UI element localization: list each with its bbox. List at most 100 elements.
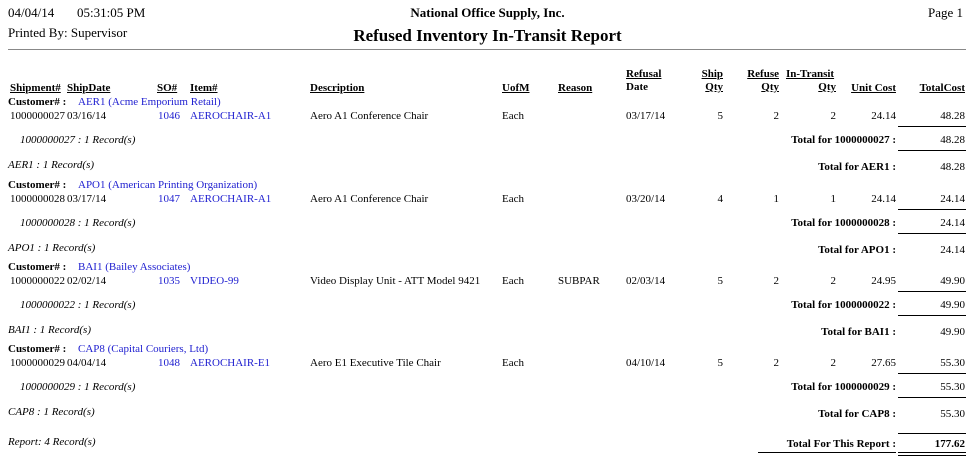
shipment-record-count: 1000000029 : 1 Record(s) [20,381,136,393]
col-item: Item# [190,82,218,94]
total-cost: 49.90 [940,275,965,287]
unit-cost: 24.95 [871,275,896,287]
total-cost: 24.14 [940,193,965,205]
total-double-underline-2 [898,455,966,456]
customer-record-count: BAI1 : 1 Record(s) [8,324,91,336]
shipment-total: 55.30 [940,381,965,393]
ship-date: 04/04/14 [67,357,107,369]
refusal-date: 03/17/14 [626,110,666,122]
total-double-underline-1 [898,452,966,453]
subtotal-rule [898,126,966,127]
subtotal-underline [898,315,966,316]
customer-total-label: Total for BAI1 : [821,326,896,338]
customer-total: 55.30 [940,408,965,420]
customer-name: CAP8 (Capital Couriers, Ltd) [78,343,209,355]
ship-date: 03/17/14 [67,193,107,205]
col-total-cost: TotalCost [919,82,965,94]
col-refusal-1: Refusal [626,68,662,80]
shipment-number: 1000000029 [10,357,65,369]
refuse-qty: 2 [773,357,780,369]
customer-label: Customer# : [8,261,67,273]
shipment-number: 1000000022 [10,275,65,287]
shipment-total: 24.14 [940,217,965,229]
report-total-label: Total For This Report : [786,438,896,450]
total-underline [758,452,896,453]
reason: SUBPAR [558,275,600,287]
customer-label: Customer# : [8,96,67,108]
item-number: AEROCHAIR-A1 [190,193,272,205]
customer-name: BAI1 (Bailey Associates) [78,261,191,273]
col-description: Description [310,82,365,94]
col-reason: Reason [558,82,593,94]
shipment-number: 1000000027 [10,110,65,122]
customer-total: 48.28 [940,161,965,173]
col-refuse-1: Refuse [747,68,779,80]
total-cost: 48.28 [940,110,965,122]
shipment-total-label: Total for 1000000022 : [791,299,896,311]
customer-record-count: CAP8 : 1 Record(s) [8,406,95,418]
unit-of-measure: Each [502,275,524,287]
customer-record-count: APO1 : 1 Record(s) [8,242,96,254]
col-refusal-2: Date [626,81,648,93]
description: Video Display Unit - ATT Model 9421 [310,275,481,287]
in-transit-qty: 2 [830,110,837,122]
customer-total: 24.14 [940,244,965,256]
refuse-qty: 1 [773,193,780,205]
customer-total-label: Total for AER1 : [818,161,896,173]
so-number: 1035 [158,275,180,287]
col-uom: UofM [502,82,530,94]
ship-qty: 5 [717,275,724,287]
unit-of-measure: Each [502,110,524,122]
report-time: 05:31:05 PM [77,5,146,20]
shipment-total-label: Total for 1000000027 : [791,134,896,146]
ship-qty: 5 [717,110,724,122]
customer-name: APO1 (American Printing Organization) [78,179,258,191]
shipment-total-label: Total for 1000000028 : [791,217,896,229]
col-refuse-2: Qty [761,81,779,93]
description: Aero A1 Conference Chair [310,193,429,205]
col-ship-1: Ship [701,68,723,80]
shipment-record-count: 1000000027 : 1 Record(s) [20,134,136,146]
unit-of-measure: Each [502,193,524,205]
refusal-date: 03/20/14 [626,193,666,205]
subtotal-underline [898,397,966,398]
col-unit-cost: Unit Cost [851,82,896,94]
so-number: 1048 [158,357,180,369]
in-transit-qty: 1 [830,193,837,205]
company-name: National Office Supply, Inc. [410,5,565,20]
page-number: Page 1 [927,5,963,20]
col-transit-2: Qty [818,81,836,93]
header-divider [8,49,966,50]
report-total: 177.62 [934,438,965,450]
refusal-date: 04/10/14 [626,357,666,369]
item-number: AEROCHAIR-E1 [190,357,271,369]
customer-total: 49.90 [940,326,965,338]
subtotal-underline [898,150,966,151]
unit-cost: 24.14 [871,193,896,205]
report-date: 04/04/14 [8,5,55,20]
refuse-qty: 2 [773,275,780,287]
customer-total-label: Total for APO1 : [818,244,896,256]
subtotal-rule [898,209,966,210]
unit-of-measure: Each [502,357,524,369]
so-number: 1046 [158,110,180,122]
customer-label: Customer# : [8,179,67,191]
ship-qty: 4 [717,193,724,205]
subtotal-rule [898,291,966,292]
total-cost: 55.30 [940,357,965,369]
unit-cost: 24.14 [871,110,896,122]
report-title: Refused Inventory In-Transit Report [353,26,622,45]
ship-date: 03/16/14 [67,110,107,122]
report-record-count: Report: 4 Record(s) [8,436,96,448]
customer-name: AER1 (Acme Emporium Retail) [78,96,221,108]
shipment-number: 1000000028 [10,193,65,205]
col-so: SO# [157,82,178,94]
so-number: 1047 [158,193,180,205]
col-shipment: Shipment# [10,82,61,94]
ship-date: 02/02/14 [67,275,107,287]
item-number: AEROCHAIR-A1 [190,110,272,122]
shipment-record-count: 1000000022 : 1 Record(s) [20,299,136,311]
ship-qty: 5 [717,357,724,369]
refusal-date: 02/03/14 [626,275,666,287]
